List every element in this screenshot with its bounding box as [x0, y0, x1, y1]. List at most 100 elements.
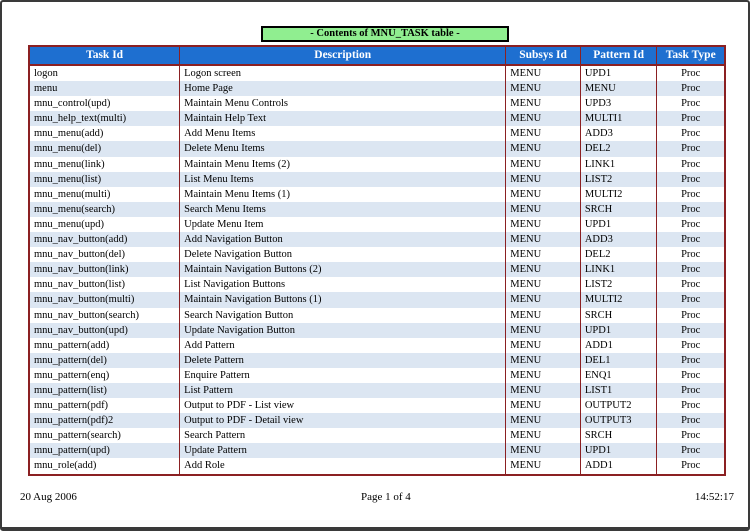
cell-pattern-id: ADD3	[581, 232, 658, 248]
cell-subsys-id: MENU	[506, 413, 581, 429]
cell-description: Output to PDF - Detail view	[180, 413, 507, 429]
table-row: mnu_help_text(multi) Maintain Help Text ME…	[30, 111, 724, 127]
table-row: mnu_pattern(search) Search Pattern MENU SRC…	[30, 428, 724, 444]
cell-subsys-id: MENU	[506, 398, 581, 414]
cell-pattern-id: DEL2	[581, 141, 658, 157]
cell-description: Home Page	[180, 81, 507, 97]
cell-subsys-id: MENU	[506, 262, 581, 278]
cell-pattern-id: MULTI2	[581, 186, 658, 202]
cell-subsys-id: MENU	[506, 352, 581, 368]
cell-task-id: mnu_control(upd)	[30, 96, 181, 112]
cell-task-type: Proc	[681, 113, 701, 125]
cell-description: Maintain Menu Items (1)	[180, 186, 507, 202]
cell-subsys-id: MENU	[506, 458, 581, 474]
cell-pattern-id: MULTI1	[581, 111, 658, 127]
cell-description: List Menu Items	[180, 171, 507, 187]
table-row: mnu_pattern(pdf)2 Output to PDF - Detail …	[30, 413, 724, 429]
cell-pattern-id: MENU	[581, 81, 658, 97]
table-row: menu Home Page MENU MENU Proc	[30, 81, 724, 97]
cell-pattern-id: UPD1	[581, 322, 658, 338]
cell-task-id: mnu_pattern(enq)	[30, 367, 181, 383]
cell-subsys-id: MENU	[506, 156, 581, 172]
cell-subsys-id: MENU	[506, 382, 581, 399]
cell-task-type: Proc	[681, 294, 701, 306]
cell-task-id: mnu_pattern(del)	[30, 352, 181, 368]
cell-task-id: mnu_nav_button(link)	[30, 262, 181, 278]
column-header-description: Description	[180, 47, 507, 64]
cell-description: Maintain Navigation Buttons (1)	[180, 292, 507, 308]
cell-description: Maintain Navigation Buttons (2)	[180, 262, 507, 278]
table-row: mnu_nav_button(list) List Navigation Butt…	[30, 277, 724, 293]
cell-task-type: Proc	[681, 354, 701, 366]
cell-pattern-id: SRCH	[581, 307, 658, 323]
cell-task-id: mnu_pattern(add)	[30, 337, 181, 353]
cell-task-id: mnu_nav_button(del)	[30, 247, 181, 263]
cell-task-id: mnu_menu(list)	[30, 171, 181, 187]
cell-task-id: logon	[30, 66, 181, 82]
cell-task-type: Proc	[681, 369, 701, 381]
cell-description: Update Pattern	[180, 443, 507, 459]
table-row: mnu_pattern(add) Add Pattern MENU ADD1 Proc	[30, 337, 724, 353]
cell-pattern-id: UPD1	[581, 66, 658, 82]
cell-description: Add Role	[180, 458, 507, 474]
cell-description: List Pattern	[180, 382, 507, 399]
table-row: mnu_menu(list) List Menu Items MENU LIST2 Pr…	[30, 171, 724, 187]
cell-description: Maintain Menu Items (2)	[180, 156, 507, 172]
cell-pattern-id: ENQ1	[581, 367, 658, 383]
table-row: mnu_nav_button(search) Search Navigation …	[30, 307, 724, 323]
report-title: - Contents of MNU_TASK table -	[261, 26, 509, 42]
cell-description: Update Menu Item	[180, 216, 507, 233]
footer-date: 20 Aug 2006	[20, 491, 77, 503]
cell-description: Maintain Help Text	[180, 111, 507, 127]
cell-task-type: Proc	[681, 98, 701, 110]
cell-task-id: mnu_nav_button(upd)	[30, 322, 181, 338]
cell-description: Delete Menu Items	[180, 141, 507, 157]
cell-task-id: mnu_role(add)	[30, 458, 181, 474]
table-row: mnu_pattern(enq) Enquire Pattern MENU ENQ1 P…	[30, 367, 724, 383]
cell-pattern-id: ADD1	[581, 337, 658, 353]
footer-page-number: Page 1 of 4	[360, 491, 411, 503]
cell-description: Output to PDF - List view	[180, 398, 507, 414]
cell-task-type: Proc	[681, 264, 701, 276]
cell-pattern-id: LIST2	[581, 277, 658, 293]
cell-task-id: mnu_menu(upd)	[30, 216, 181, 233]
cell-task-type: Proc	[681, 400, 701, 412]
cell-task-type: Proc	[681, 143, 701, 155]
cell-subsys-id: MENU	[506, 277, 581, 293]
cell-task-type: Proc	[681, 234, 701, 246]
cell-description: Delete Navigation Button	[180, 247, 507, 263]
cell-description: Logon screen	[180, 66, 507, 82]
cell-task-id: mnu_menu(add)	[30, 126, 181, 142]
cell-subsys-id: MENU	[506, 232, 581, 248]
cell-task-type: Proc	[681, 445, 701, 457]
cell-task-id: mnu_nav_button(multi)	[30, 292, 181, 308]
cell-task-type: Proc	[681, 188, 701, 200]
cell-subsys-id: MENU	[506, 428, 581, 444]
cell-description: Enquire Pattern	[180, 367, 507, 383]
cell-subsys-id: MENU	[506, 141, 581, 157]
cell-subsys-id: MENU	[506, 66, 581, 82]
cell-pattern-id: ADD3	[581, 126, 658, 142]
cell-task-id: mnu_menu(multi)	[30, 186, 181, 202]
cell-pattern-id: LINK1	[581, 262, 658, 278]
cell-description: List Navigation Buttons	[180, 277, 507, 293]
cell-description: Add Pattern	[180, 337, 507, 353]
cell-task-id: mnu_menu(search)	[30, 201, 181, 217]
cell-task-type: Proc	[681, 460, 701, 472]
table-row: mnu_menu(add) Add Menu Items MENU ADD3 Proc	[30, 126, 724, 142]
cell-subsys-id: MENU	[506, 322, 581, 338]
cell-task-id: mnu_nav_button(list)	[30, 277, 181, 293]
cell-task-type: Proc	[681, 218, 701, 230]
cell-subsys-id: MENU	[506, 171, 581, 187]
cell-task-id: mnu_pattern(upd)	[30, 443, 181, 459]
cell-subsys-id: MENU	[506, 443, 581, 459]
cell-subsys-id: MENU	[506, 201, 581, 217]
table-row: mnu_menu(multi) Maintain Menu Items (1) ME…	[30, 186, 724, 202]
cell-task-type: Proc	[681, 128, 701, 140]
cell-subsys-id: MENU	[506, 96, 581, 112]
column-header-task-id: Task Id	[30, 47, 181, 64]
cell-task-type: Proc	[681, 279, 701, 291]
cell-pattern-id: UPD1	[581, 443, 658, 459]
table-row: mnu_menu(search) Search Menu Items MENU SRC…	[30, 201, 724, 217]
